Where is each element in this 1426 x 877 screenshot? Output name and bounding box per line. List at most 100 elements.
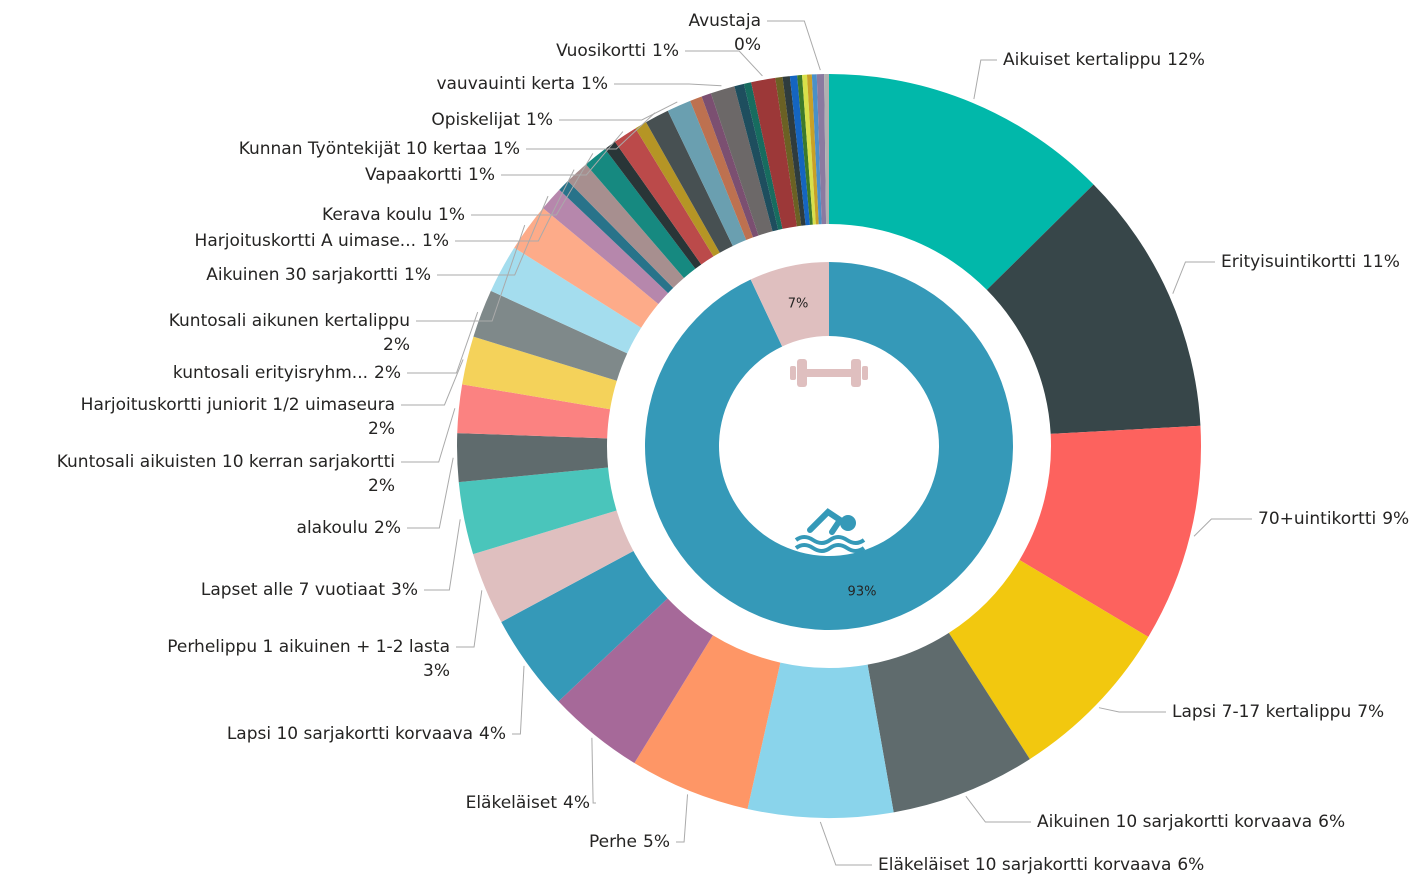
leader-line: [424, 519, 461, 591]
leader-line: [614, 83, 722, 87]
slice-label: Aikuinen 10 sarjakortti korvaava 6%: [1037, 812, 1345, 832]
category-label: Perhelippu 1 aikuinen + 1-2 lasta: [167, 637, 450, 657]
leader-line: [437, 195, 549, 276]
value-label: 5%: [643, 832, 670, 852]
leader-line: [559, 101, 678, 121]
leader-line: [416, 224, 526, 322]
slice-label: 7%: [788, 297, 809, 312]
category-label: Lapsi 7-17 kertalippu: [1172, 702, 1351, 722]
slice: [806, 74, 819, 225]
category-label: Kuntosali aikuisten 10 kerran sarjakortt…: [57, 452, 395, 472]
value-label: 11%: [1362, 252, 1400, 272]
slice-label: Lapset alle 7 vuotiaat 3%: [201, 580, 418, 600]
category-label: Vuosikortti: [556, 41, 646, 61]
value-label: 1%: [404, 265, 431, 285]
category-label: Harjoituskortti juniorit 1/2 uimaseura: [81, 395, 395, 415]
slice: [750, 262, 829, 347]
value-label: 7%: [1357, 702, 1384, 722]
value-label: 0%: [734, 35, 761, 55]
category-label: Aikuinen 10 sarjakortti korvaava: [1037, 812, 1312, 832]
value-label: 6%: [1177, 855, 1204, 875]
slice: [802, 74, 816, 225]
slice: [646, 110, 733, 253]
slice: [634, 635, 781, 809]
slice: [824, 74, 829, 225]
slice-label: Kunnan Työntekijät 10 kertaa 1%: [239, 139, 520, 159]
slice: [558, 598, 713, 764]
slice: [473, 510, 634, 623]
leader-line: [676, 794, 689, 843]
slice: [614, 128, 714, 265]
leader-line: [471, 153, 594, 216]
leader-line: [1172, 261, 1215, 294]
category-label: Kunnan Työntekijät 10 kertaa: [239, 139, 487, 159]
slice: [690, 96, 753, 241]
slice: [501, 551, 668, 702]
value-label: 3%: [391, 580, 418, 600]
leader-line: [1193, 518, 1252, 537]
slice-label: Erityisuintikortti 11%: [1221, 252, 1400, 272]
slice: [829, 74, 1094, 290]
leader-line: [455, 169, 575, 242]
value-label: 1%: [581, 74, 608, 94]
value-label: 1%: [468, 165, 495, 185]
category-label: Perhe: [589, 832, 637, 852]
slice: [743, 82, 783, 230]
category-label: Kuntosali aikunen kertalippu: [169, 311, 410, 331]
slice: [458, 467, 617, 555]
slice-label: alakoulu 2%: [297, 518, 401, 538]
slice: [462, 336, 617, 410]
category-label: Vapaakortti: [365, 165, 462, 185]
slice: [782, 76, 806, 226]
slice: [667, 100, 747, 246]
slice: [797, 74, 813, 225]
slice: [710, 86, 773, 236]
leader-line: [407, 311, 479, 374]
slice: [585, 148, 696, 278]
value-label: 9%: [1382, 509, 1409, 529]
value-label: 4%: [479, 724, 506, 744]
slice-label: kuntosali erityisryhm... 2%: [173, 363, 401, 383]
category-label: Lapset alle 7 vuotiaat: [201, 580, 385, 600]
leader-line: [767, 20, 821, 71]
leader-line: [973, 59, 997, 100]
leader-line: [1098, 707, 1166, 713]
leader-line: [819, 821, 872, 866]
leader-line: [591, 737, 596, 804]
value-label: 1%: [493, 139, 520, 159]
category-label: Aikuinen 30 sarjakortti: [206, 265, 398, 285]
slice: [1019, 425, 1201, 637]
value-label: 2%: [368, 419, 395, 439]
slice: [816, 74, 827, 225]
value-label: 2%: [374, 518, 401, 538]
leader-line: [526, 112, 656, 150]
slice: [789, 75, 810, 226]
value-label: 2%: [383, 335, 410, 355]
category-label: Eläkeläiset 10 sarjakortti korvaava: [878, 855, 1171, 875]
slice: [948, 559, 1149, 760]
slice-label: Harjoituskortti A uimase... 1%: [195, 231, 449, 251]
value-label: 6%: [1318, 812, 1345, 832]
slice: [490, 247, 642, 354]
value-label: 1%: [422, 231, 449, 251]
value-label: 3%: [423, 661, 450, 681]
slice-label: 70+uintikortti 9%: [1258, 509, 1409, 529]
slice: [751, 77, 797, 229]
category-label: Eläkeläiset: [466, 793, 558, 813]
slice: [635, 122, 720, 257]
value-label: 1%: [652, 41, 679, 61]
slice-label: Lapsi 7-17 kertalippu 7%: [1172, 702, 1384, 722]
category-label: Lapsi 10 sarjakortti korvaava: [227, 724, 473, 744]
leader-line: [401, 408, 456, 463]
category-label: kuntosali erityisryhm...: [173, 363, 368, 383]
slice: [867, 632, 1030, 813]
slice-label: Aikuinen 30 sarjakortti 1%: [206, 265, 431, 285]
leader-line: [685, 50, 763, 77]
category-label: Erityisuintikortti: [1221, 252, 1356, 272]
leader-line: [512, 665, 525, 735]
leader-line: [965, 795, 1031, 823]
slice: [811, 74, 822, 225]
value-label: 2%: [374, 363, 401, 383]
slice: [567, 164, 684, 288]
